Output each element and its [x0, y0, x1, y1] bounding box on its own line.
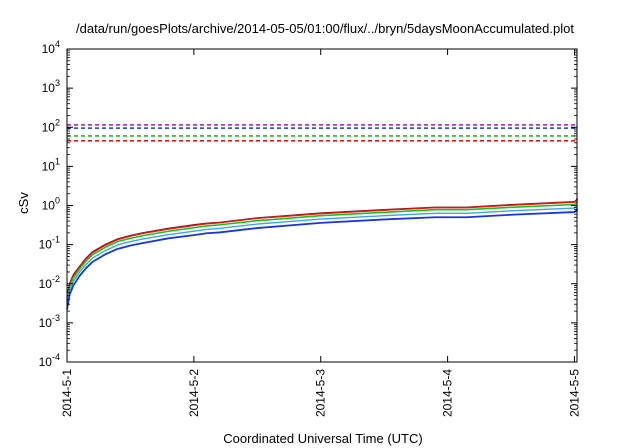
y-tick-label-5: 101	[42, 156, 60, 173]
x-tick-label-1: 2014-5-2	[187, 369, 201, 417]
plot-frame	[66, 48, 578, 363]
y-axis-ticks: 10-4 10-3 10-2 10-1 100 101 102 103 104	[39, 39, 577, 369]
y-axis-label: cSv	[16, 192, 31, 214]
y-tick-label-4: 100	[42, 196, 60, 213]
y-tick-label-8: 104	[42, 39, 60, 56]
y-tick-label-2: 10-2	[39, 274, 60, 291]
y-tick-label-7: 103	[42, 78, 60, 95]
chart-title: /data/run/goesPlots/archive/2014-05-05/0…	[76, 21, 574, 36]
threshold-lines	[67, 124, 577, 142]
x-axis-ticks: 2014-5-1 2014-5-2 2014-5-3 2014-5-4 2014-5-5	[60, 49, 581, 417]
y-tick-label-3: 10-1	[39, 235, 60, 252]
series-line-4	[66, 208, 578, 310]
series-line-3	[66, 204, 578, 305]
x-tick-label-3: 2014-5-4	[441, 369, 455, 417]
y-tick-label-6: 102	[42, 117, 60, 134]
x-tick-label-4: 2014-5-5	[567, 369, 581, 417]
y-tick-label-1: 10-3	[39, 313, 60, 330]
x-tick-label-2: 2014-5-3	[314, 369, 328, 417]
series-lines	[66, 198, 578, 310]
series-line-2	[66, 200, 578, 302]
x-tick-label-0: 2014-5-1	[60, 369, 74, 417]
x-axis-label: Coordinated Universal Time (UTC)	[223, 431, 422, 446]
series-line-1	[66, 198, 578, 299]
y-tick-label-0: 10-4	[39, 352, 60, 369]
